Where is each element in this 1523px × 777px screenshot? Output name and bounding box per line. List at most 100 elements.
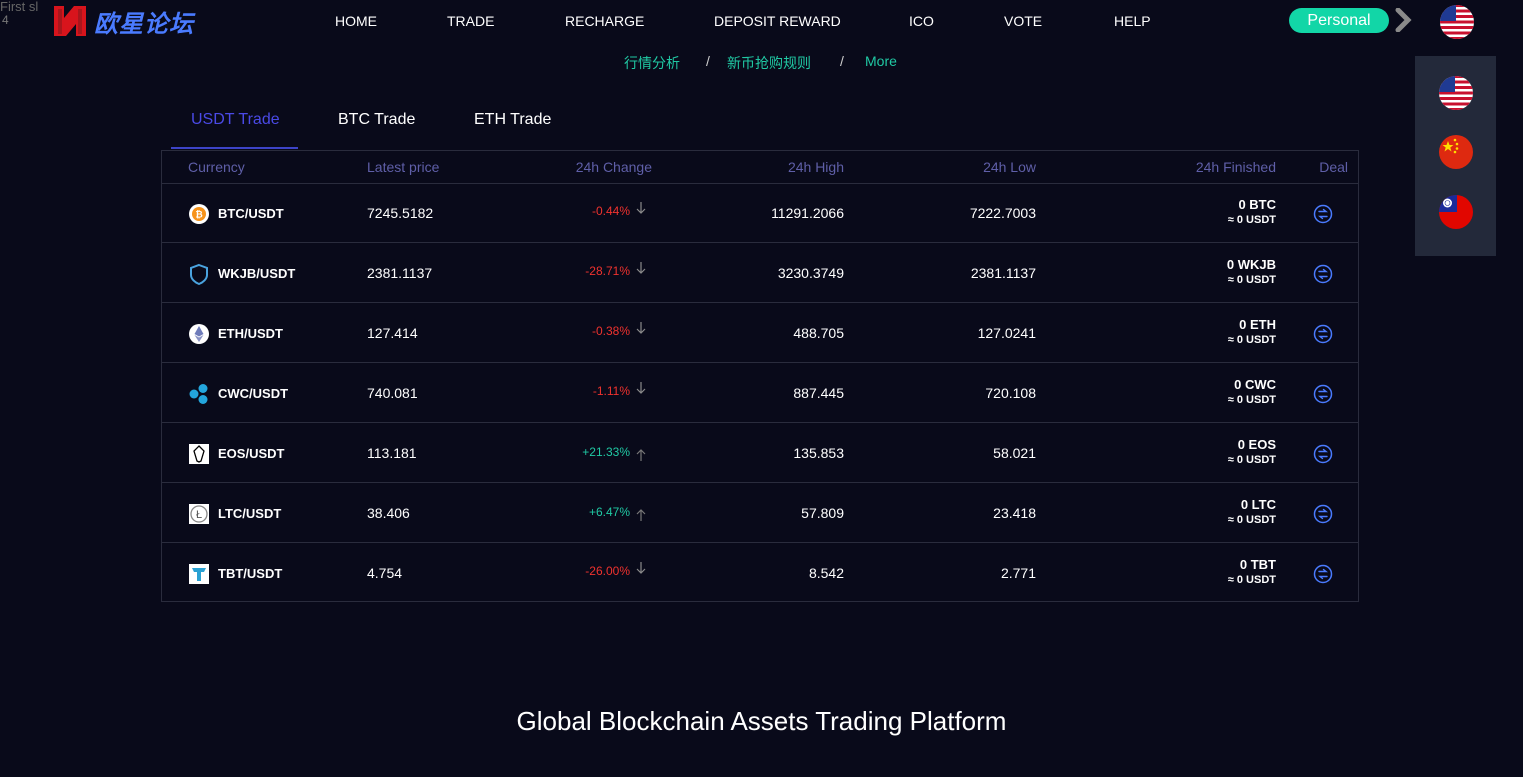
finished-usdt: ≈ 0 USDT bbox=[1227, 274, 1276, 286]
change-percent: -1.11% bbox=[592, 384, 630, 398]
deal-icon[interactable] bbox=[1313, 264, 1333, 284]
arrow-down-icon bbox=[636, 562, 646, 574]
market-tabs: USDT Trade BTC Trade ETH Trade bbox=[161, 100, 661, 150]
eos-icon bbox=[189, 444, 209, 464]
finished-amount: 0 WKJB bbox=[1226, 257, 1276, 272]
finished-usdt: ≈ 0 USDT bbox=[1227, 574, 1276, 586]
svg-text:₿: ₿ bbox=[195, 210, 202, 220]
us-flag-icon[interactable] bbox=[1439, 4, 1475, 40]
deal-icon[interactable] bbox=[1313, 384, 1333, 404]
nav-vote[interactable]: VOTE bbox=[1004, 13, 1043, 29]
high-price: 135.853 bbox=[793, 445, 844, 461]
finished-amount: 0 LTC bbox=[1240, 497, 1276, 512]
latest-price: 740.081 bbox=[367, 385, 418, 401]
taiwan-flag-icon[interactable] bbox=[1438, 194, 1474, 230]
top-bar: First sl 4 欧星论坛 HOME TRADE RECHARGE DEPO… bbox=[0, 0, 1523, 44]
high-price: 488.705 bbox=[793, 325, 844, 341]
svg-text:Ł: Ł bbox=[196, 509, 202, 521]
low-price: 127.0241 bbox=[977, 325, 1036, 341]
change-percent: -0.44% bbox=[591, 204, 630, 218]
subnav-more[interactable]: More bbox=[865, 53, 897, 69]
pair-name: CWC/USDT bbox=[218, 386, 289, 401]
table-header: Currency Latest price 24h Change 24h Hig… bbox=[162, 151, 1358, 184]
table-row[interactable]: CWC/USDT 740.081 -1.11% 887.445 720.108 0 CWC… bbox=[162, 363, 1358, 423]
change-percent: +6.47% bbox=[588, 505, 630, 519]
pair-name: LTC/USDT bbox=[218, 506, 282, 521]
platform-headline: Global Blockchain Assets Trading Platfor… bbox=[516, 706, 1007, 736]
high-price: 3230.3749 bbox=[777, 265, 844, 281]
deal-icon[interactable] bbox=[1313, 444, 1333, 464]
nav-deposit-reward[interactable]: DEPOSIT REWARD bbox=[714, 13, 841, 29]
deal-icon[interactable] bbox=[1313, 204, 1333, 224]
tab-btc-trade[interactable]: BTC Trade bbox=[338, 111, 416, 128]
arrow-down-icon bbox=[636, 322, 646, 334]
pair-name: TBT/USDT bbox=[218, 566, 283, 581]
high-price: 887.445 bbox=[793, 385, 844, 401]
nav-home[interactable]: HOME bbox=[335, 13, 377, 29]
nav-recharge[interactable]: RECHARGE bbox=[565, 13, 645, 29]
personal-button[interactable]: Personal bbox=[1289, 8, 1389, 33]
arrow-down-icon bbox=[636, 202, 646, 214]
subnav-market-analysis[interactable]: 行情分析 bbox=[624, 55, 680, 71]
finished-amount: 0 BTC bbox=[1238, 197, 1276, 212]
us-flag-icon[interactable] bbox=[1438, 75, 1474, 111]
low-price: 58.021 bbox=[993, 445, 1036, 461]
tab-eth-trade[interactable]: ETH Trade bbox=[474, 111, 552, 128]
table-row[interactable]: Ł LTC/USDT 38.406 +6.47% 57.809 23.418 0 LTC ≈ … bbox=[162, 483, 1358, 543]
nav-help[interactable]: HELP bbox=[1114, 13, 1151, 29]
finished-usdt: ≈ 0 USDT bbox=[1227, 334, 1276, 346]
arrow-up-icon bbox=[636, 509, 646, 521]
header-24h-high: 24h High bbox=[787, 159, 844, 175]
latest-price: 113.181 bbox=[367, 445, 417, 461]
finished-amount: 0 ETH bbox=[1239, 317, 1276, 332]
broken-image: First sl 4 bbox=[0, 0, 38, 27]
language-panel bbox=[1415, 56, 1496, 256]
low-price: 7222.7003 bbox=[969, 205, 1036, 221]
nav-ico[interactable]: ICO bbox=[909, 13, 934, 29]
wkjb-icon bbox=[190, 263, 208, 285]
latest-price: 38.406 bbox=[367, 505, 410, 521]
pair-name: ETH/USDT bbox=[218, 326, 283, 341]
latest-price: 2381.1137 bbox=[367, 265, 433, 281]
change-percent: -26.00% bbox=[585, 564, 630, 578]
sub-nav: 行情分析 / 新币抢购规则 / More bbox=[0, 53, 1523, 73]
deal-icon[interactable] bbox=[1313, 504, 1333, 524]
nav-trade[interactable]: TRADE bbox=[447, 13, 495, 29]
pair-name: WKJB/USDT bbox=[218, 266, 296, 281]
brand-logo[interactable]: 欧星论坛 bbox=[52, 4, 194, 38]
header-24h-low: 24h Low bbox=[983, 159, 1036, 175]
arrow-up-icon bbox=[636, 449, 646, 461]
table-row[interactable]: WKJB/USDT 2381.1137 -28.71% 3230.3749 2381.1… bbox=[162, 243, 1358, 303]
high-price: 57.809 bbox=[801, 505, 844, 521]
table-row[interactable]: ETH/USDT 127.414 -0.38% 488.705 127.0241 0 ET… bbox=[162, 303, 1358, 363]
high-price: 8.542 bbox=[808, 565, 844, 581]
change-percent: -0.38% bbox=[591, 324, 630, 338]
tbt-icon bbox=[189, 564, 209, 584]
subnav-separator: / bbox=[840, 53, 844, 69]
low-price: 2381.1137 bbox=[970, 265, 1036, 281]
latest-price: 4.754 bbox=[367, 565, 403, 581]
deal-icon[interactable] bbox=[1313, 564, 1333, 584]
chevron-right-icon[interactable] bbox=[1394, 8, 1416, 32]
table-row[interactable]: EOS/USDT 113.181 +21.33% 135.853 58.021 0 EOS… bbox=[162, 423, 1358, 483]
arrow-down-icon bbox=[636, 382, 646, 394]
header-deal: Deal bbox=[1319, 159, 1348, 175]
table-row[interactable]: ₿ BTC/USDT 7245.5182 -0.44% 11291.2066 7222.7… bbox=[162, 183, 1358, 243]
eth-icon bbox=[189, 324, 209, 344]
logo-mark-icon bbox=[54, 6, 86, 36]
arrow-down-icon bbox=[636, 262, 646, 274]
pair-name: EOS/USDT bbox=[218, 446, 285, 461]
subnav-new-coin-rules[interactable]: 新币抢购规则 bbox=[727, 55, 811, 71]
deal-icon[interactable] bbox=[1313, 324, 1333, 344]
table-row[interactable]: TBT/USDT 4.754 -26.00% 8.542 2.771 0 TBT ≈ 0 U… bbox=[162, 543, 1358, 603]
header-24h-change: 24h Change bbox=[575, 159, 652, 175]
finished-amount: 0 TBT bbox=[1239, 557, 1276, 572]
china-flag-icon[interactable] bbox=[1438, 134, 1474, 170]
subnav-separator: / bbox=[706, 53, 710, 69]
tab-usdt-trade[interactable]: USDT Trade bbox=[191, 111, 280, 128]
header-latest-price: Latest price bbox=[367, 159, 440, 175]
finished-usdt: ≈ 0 USDT bbox=[1227, 214, 1276, 226]
header-currency: Currency bbox=[188, 159, 245, 175]
finished-amount: 0 EOS bbox=[1237, 437, 1276, 452]
broken-image-line2: 4 bbox=[2, 13, 9, 27]
